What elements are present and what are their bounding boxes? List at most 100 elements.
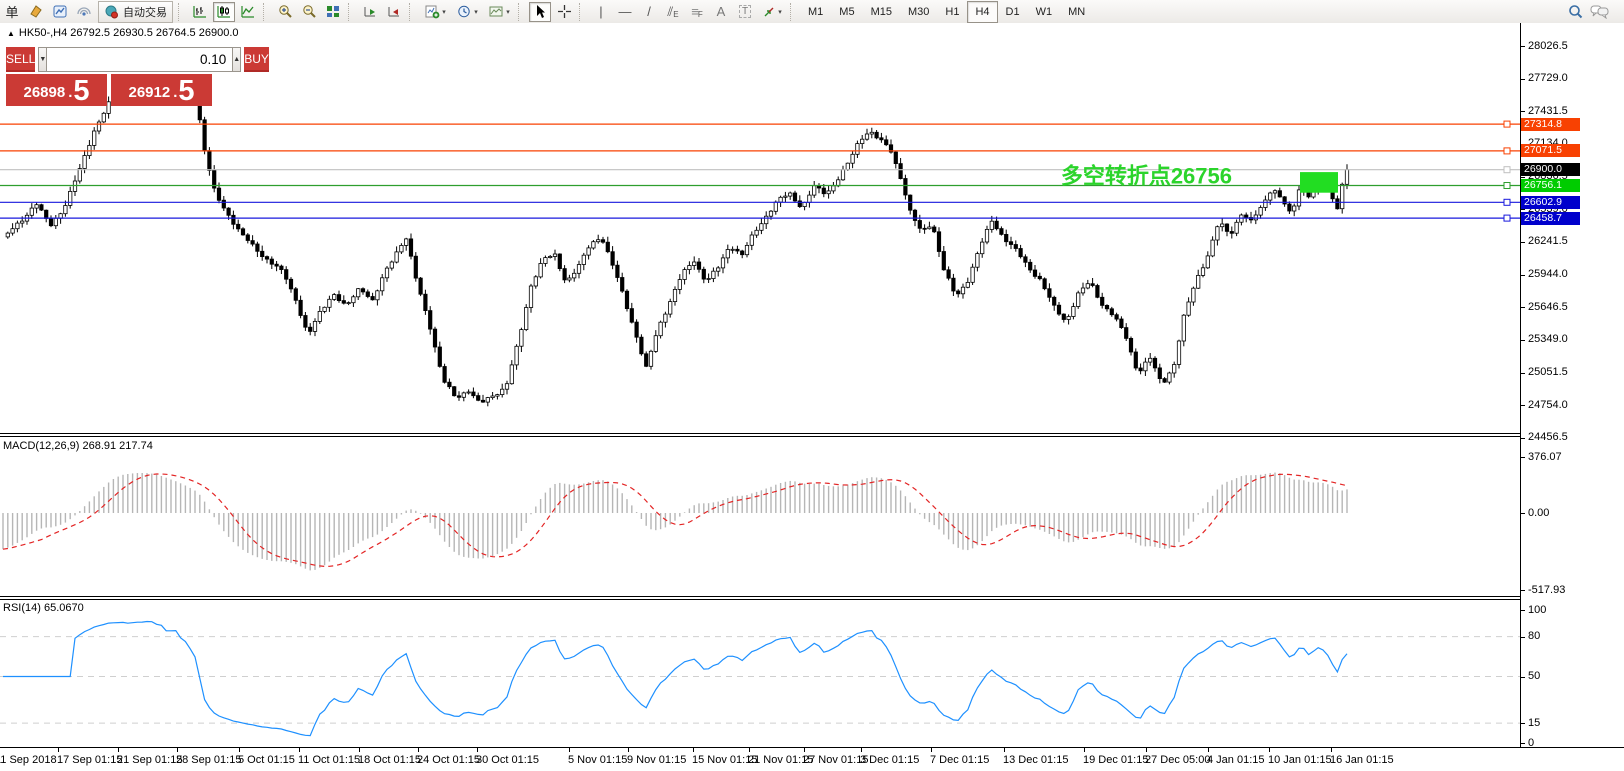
timeframe-W1[interactable]: W1 [1035, 5, 1053, 18]
auto-scroll-button[interactable] [359, 2, 381, 22]
time-label: 27 Dec 05:00 [1145, 754, 1211, 766]
price-tick-label: 25646.5 [1528, 300, 1568, 313]
line-handle[interactable] [1503, 120, 1511, 128]
line-handle[interactable] [1503, 147, 1511, 155]
text-button[interactable]: A [710, 2, 732, 22]
line-handle[interactable] [1503, 214, 1511, 222]
timeframe-M30[interactable]: M30 [907, 5, 930, 18]
rsi-line [3, 620, 1348, 737]
line-chart-button[interactable] [237, 2, 259, 22]
time-label: 9 Nov 01:15 [627, 754, 687, 766]
time-tick [177, 748, 178, 752]
timeframe-MN[interactable]: MN [1068, 5, 1086, 18]
fibonacci-button[interactable]: ≡ F [686, 2, 708, 22]
rsi-tick-label: 100 [1528, 603, 1547, 616]
price-tick-label: 25051.5 [1528, 366, 1568, 379]
search-button[interactable] [1564, 2, 1586, 22]
line-handle[interactable] [1503, 166, 1511, 174]
volume-down-button[interactable]: ▼ [38, 47, 48, 72]
timeframe-H4[interactable]: H4 [967, 0, 998, 23]
axis-tick [1520, 307, 1525, 309]
new-order-icon [28, 4, 44, 19]
axis-tick [1520, 513, 1525, 514]
timeframe-M15[interactable]: M15 [870, 5, 892, 18]
triangle-down-icon: ▼ [39, 56, 47, 63]
price-tag-support: 26458.7 [1521, 211, 1580, 225]
time-tick [239, 748, 240, 752]
macd-canvas[interactable] [0, 437, 1520, 596]
time-axis[interactable]: 11 Sep 2018 17 Sep 01:15 21 Sep 01:15 28 Se… [0, 748, 1624, 770]
highlight-rectangle[interactable] [1300, 172, 1338, 193]
axis-tick [1520, 78, 1525, 80]
text-label-icon: T [738, 5, 752, 18]
chat-button[interactable] [1588, 2, 1610, 22]
main-toolbar: 单 自动交易 [0, 0, 1624, 24]
price-tag-pivot: 26756.1 [1521, 178, 1580, 192]
channel-sub-label: E [673, 10, 679, 19]
timeframe-group: M1 M5 M15 M30 H1 H4 D1 W1 MN [800, 0, 1093, 23]
price-axis[interactable]: 28026.527729.027431.527134.026836.526539… [1520, 23, 1624, 749]
volume-input[interactable] [47, 47, 233, 72]
price-tick-label: 24456.5 [1528, 431, 1568, 444]
template-button[interactable]: ▾ [484, 2, 514, 22]
vertical-line-button[interactable]: | [590, 2, 612, 22]
tile-windows-button[interactable] [322, 2, 344, 22]
add-indicator-button[interactable]: ▾ [420, 2, 450, 22]
signal-button[interactable] [73, 2, 95, 22]
arrows-button[interactable]: ▾ [758, 2, 786, 22]
orders-button[interactable]: 单 [5, 5, 19, 20]
line-handle[interactable] [1503, 182, 1511, 189]
timeframe-D1[interactable]: D1 [1005, 5, 1020, 18]
buy-button[interactable]: BUY [244, 47, 269, 72]
new-order-button[interactable] [25, 2, 47, 22]
chevron-down-icon: ▾ [474, 8, 478, 16]
text-label-button[interactable]: T [734, 2, 756, 22]
time-tick [58, 748, 59, 752]
zoom-out-button[interactable] [298, 2, 320, 22]
pivot-annotation[interactable]: 多空转折点26756 [1061, 164, 1232, 189]
horizontal-line-icon: — [618, 4, 632, 19]
chart-shift-button[interactable] [383, 2, 405, 22]
one-click-trading-panel: SELL ▼ ▲ BUY 26898 . 5 26912 . 5 [6, 47, 269, 106]
toolbar-separator [518, 2, 525, 21]
trendline-button[interactable]: / [638, 2, 660, 22]
autotrading-label: 自动交易 [123, 6, 167, 19]
timeframe-M1[interactable]: M1 [808, 5, 824, 18]
volume-up-button[interactable]: ▲ [232, 47, 242, 72]
line-handle[interactable] [1503, 198, 1511, 206]
axis-tick [1520, 176, 1525, 178]
channel-button[interactable]: ⫽ E [662, 2, 684, 22]
axis-tick [1520, 743, 1525, 744]
toolbar-separator [409, 2, 416, 21]
sell-price[interactable]: 26898 . 5 [6, 74, 107, 106]
time-tick [477, 748, 478, 752]
time-tick [749, 748, 750, 752]
arrows-icon [762, 5, 776, 19]
crosshair-button[interactable] [553, 2, 575, 22]
buy-price[interactable]: 26912 . 5 [111, 74, 212, 106]
price-chart-canvas[interactable]: 多空转折点26756 [0, 23, 1520, 433]
timeframe-M5[interactable]: M5 [839, 5, 855, 18]
collapse-icon[interactable]: ▲ [7, 29, 15, 38]
timeframe-H1[interactable]: H1 [945, 5, 960, 18]
period-clock-icon [456, 4, 472, 19]
price-tick-label: 27729.0 [1528, 72, 1568, 85]
bar-chart-button[interactable] [189, 2, 211, 22]
autotrading-button[interactable]: 自动交易 [98, 0, 173, 23]
panel-separator[interactable] [0, 433, 1520, 437]
period-button[interactable]: ▾ [452, 2, 482, 22]
panel-separator[interactable] [0, 596, 1520, 600]
fibonacci-icon: ≡ [691, 4, 699, 19]
time-label: 11 Sep 2018 [0, 754, 57, 766]
cursor-button[interactable] [529, 1, 551, 22]
zoom-out-icon [301, 4, 317, 19]
chart-window-button[interactable] [49, 2, 71, 22]
horizontal-line-button[interactable]: — [614, 2, 636, 22]
sell-button[interactable]: SELL [6, 47, 36, 72]
time-label: 10 Jan 01:15 [1268, 754, 1332, 766]
buy-price-main: 26912 [128, 84, 171, 101]
candlestick-chart-button[interactable] [213, 1, 235, 22]
zoom-in-button[interactable] [274, 2, 296, 22]
tile-windows-icon [325, 4, 341, 19]
rsi-canvas[interactable] [0, 600, 1520, 747]
